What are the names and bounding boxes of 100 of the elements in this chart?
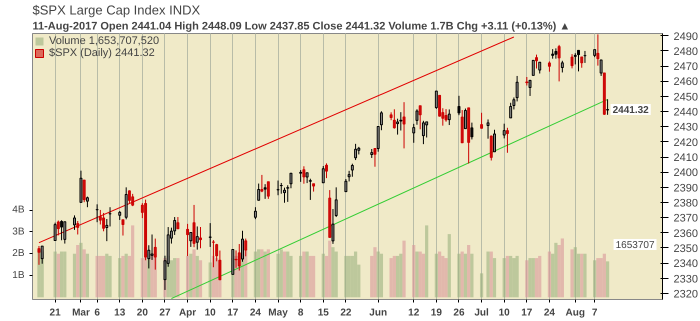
candlestick <box>422 120 425 145</box>
candlestick <box>525 76 528 86</box>
y-tick-label: 2360 <box>674 228 698 240</box>
candlestick <box>124 186 128 220</box>
bar <box>76 244 80 298</box>
candlestick <box>554 48 558 60</box>
candlestick <box>140 202 144 219</box>
candlestick <box>312 183 316 192</box>
candlestick <box>102 212 106 232</box>
candlestick <box>344 178 348 193</box>
x-tick-label: 8 <box>298 308 304 318</box>
candlestick <box>560 60 564 73</box>
bar <box>480 273 484 298</box>
x-tick-label: 27 <box>159 308 171 318</box>
bar <box>574 247 577 298</box>
candlestick <box>325 162 328 179</box>
bar <box>260 249 264 298</box>
candlestick <box>254 206 257 220</box>
y-tick-label: 2450 <box>674 91 698 104</box>
y-tick-label: 2400 <box>674 167 698 180</box>
candlestick <box>56 220 60 236</box>
candlestick <box>173 216 176 236</box>
bar <box>331 247 335 298</box>
candlestick <box>448 108 451 126</box>
y-tick-label: 2470 <box>674 61 698 74</box>
bar <box>276 254 280 298</box>
candlestick <box>98 209 102 225</box>
x-tick-label: 12 <box>408 308 420 318</box>
bar <box>60 252 64 298</box>
annotation: 2441.32 <box>612 105 650 116</box>
bar <box>602 254 606 298</box>
bar <box>299 256 302 298</box>
bar <box>121 256 125 298</box>
bar <box>328 240 332 298</box>
bar <box>558 244 561 298</box>
bar <box>102 256 106 298</box>
candlestick <box>306 172 309 184</box>
candlestick <box>170 227 173 244</box>
candlestick <box>105 218 108 242</box>
bar <box>560 238 564 298</box>
candlestick <box>302 166 306 184</box>
bar <box>464 254 468 298</box>
bar <box>176 258 180 298</box>
candlestick <box>532 60 535 76</box>
candlestick <box>580 56 584 68</box>
candlestick <box>600 58 603 76</box>
candlestick <box>516 75 519 102</box>
candlestick <box>415 108 418 126</box>
candlestick <box>264 184 267 200</box>
x-tick-label: Jun <box>369 308 388 318</box>
bar <box>534 258 538 298</box>
candlestick <box>548 60 551 72</box>
y-tick-label: 2340 <box>674 258 698 270</box>
candlestick <box>121 219 124 236</box>
bar <box>396 256 400 298</box>
x-tick-label: Jul <box>474 308 490 318</box>
x-tick-label: 15 <box>318 308 330 318</box>
candlestick <box>596 34 600 66</box>
candlestick <box>370 148 374 158</box>
bar <box>322 254 325 298</box>
bar <box>486 252 490 298</box>
candlestick <box>570 54 574 69</box>
candlestick <box>460 110 464 144</box>
bar <box>506 256 510 298</box>
candlestick <box>412 123 416 144</box>
candlestick <box>354 143 358 161</box>
bar <box>170 260 174 298</box>
bar <box>192 249 196 298</box>
bar <box>583 254 587 298</box>
candlestick <box>308 178 312 200</box>
bar <box>538 256 542 298</box>
candlestick <box>54 222 57 242</box>
chart-title: $SPX Large Cap Index INDX <box>32 2 200 18</box>
candlestick <box>470 122 474 140</box>
candlestick <box>506 127 509 154</box>
candlestick <box>464 108 467 130</box>
bar <box>254 252 258 298</box>
bar <box>373 247 377 298</box>
bar <box>528 258 532 298</box>
bar <box>357 264 360 298</box>
bar <box>86 254 90 298</box>
bar <box>596 258 600 298</box>
candlestick <box>289 172 292 189</box>
candlestick <box>350 163 354 178</box>
bar <box>124 254 128 298</box>
x-tick-label: May <box>268 308 288 318</box>
x-tick-label: 24 <box>544 308 556 318</box>
bar <box>554 242 558 298</box>
candlestick <box>60 220 64 241</box>
bar <box>266 249 270 298</box>
bar <box>334 252 338 298</box>
bar <box>434 254 438 298</box>
bar <box>502 258 506 298</box>
bar <box>306 252 309 298</box>
candlestick <box>76 220 80 235</box>
candlestick <box>79 170 82 203</box>
candlestick <box>480 112 484 130</box>
bar <box>448 234 451 298</box>
candlestick <box>348 170 351 182</box>
x-tick-label: 10 <box>498 308 510 318</box>
